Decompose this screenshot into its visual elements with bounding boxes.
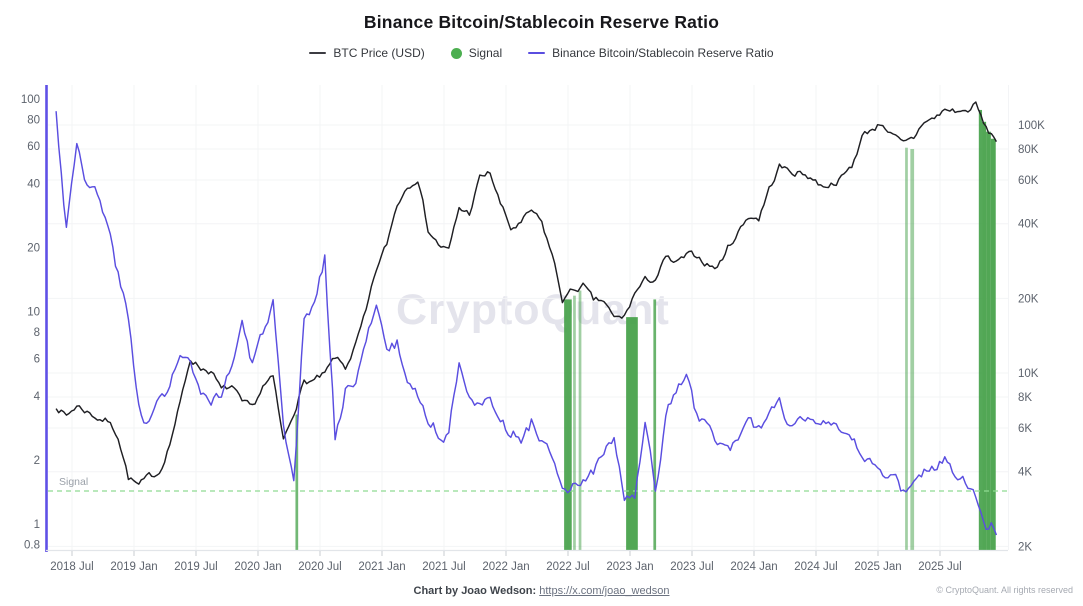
axis-tick-label: 8K	[1018, 392, 1032, 404]
axis-tick-label: 60K	[1018, 175, 1039, 187]
axis-tick-label: 0.8	[24, 540, 40, 552]
cryptoquant-watermark: CryptoQuant	[396, 286, 670, 334]
copyright-text: © CryptoQuant. All rights reserved	[936, 585, 1073, 595]
axis-tick-label: 6	[34, 354, 40, 366]
axis-tick-label: 1	[34, 519, 40, 531]
legend-item-signal[interactable]: Signal	[450, 46, 503, 60]
signal-band	[578, 290, 582, 550]
axis-tick-label: 20	[27, 242, 40, 254]
axis-tick-label: 2020 Jan	[234, 561, 281, 573]
axis-tick-label: 40	[27, 178, 40, 190]
btc-line-swatch-icon	[309, 51, 327, 55]
signal-band	[905, 147, 908, 550]
credit-text: Chart by Joao Wedson:	[413, 585, 537, 597]
chart-legend: BTC Price (USD) Signal Binance Bitcoin/S…	[0, 46, 1083, 60]
axis-tick-label: 2020 Jul	[298, 561, 341, 573]
axis-tick-label: 20K	[1018, 293, 1039, 305]
page-title: Binance Bitcoin/Stablecoin Reserve Ratio	[363, 12, 720, 32]
axis-tick-label: 80	[27, 114, 40, 126]
axis-tick-label: 4	[34, 391, 41, 403]
signal-band	[982, 121, 987, 550]
axis-tick-label: 2023 Jan	[606, 561, 653, 573]
axis-tick-label: 2025 Jul	[918, 561, 961, 573]
signal-band	[653, 299, 657, 550]
axis-tick-label: 2021 Jan	[358, 561, 405, 573]
signal-band	[910, 149, 915, 550]
legend-label-ratio: Binance Bitcoin/Stablecoin Reserve Ratio	[552, 46, 774, 60]
signal-line-label: Signal	[59, 476, 89, 488]
axis-tick-label: 4K	[1018, 467, 1032, 479]
axis-tick-label: 2024 Jan	[730, 561, 777, 573]
signal-band	[990, 138, 996, 550]
axis-tick-label: 2021 Jul	[422, 561, 465, 573]
author-link[interactable]: https://x.com/joao_wedson	[539, 585, 670, 597]
ratio-line-swatch-icon	[528, 51, 546, 55]
signal-dot-icon	[450, 47, 462, 59]
axis-tick-label: 40K	[1018, 219, 1039, 231]
reserve-ratio-line	[55, 111, 998, 536]
axis-tick-label: 100	[21, 94, 40, 106]
axis-tick-label: 2025 Jan	[854, 561, 901, 573]
signal-band	[978, 109, 983, 551]
legend-item-btc-price[interactable]: BTC Price (USD)	[309, 46, 425, 60]
btc-price-line	[55, 101, 998, 485]
legend-label-btc: BTC Price (USD)	[333, 46, 425, 60]
axis-tick-label: 2022 Jul	[546, 561, 589, 573]
axis-tick-label: 2K	[1018, 541, 1032, 553]
signal-band	[564, 299, 572, 550]
axis-tick-label: 6K	[1018, 423, 1032, 435]
axis-tick-label: 8	[34, 327, 40, 339]
signal-band	[295, 414, 299, 550]
axis-tick-label: 2018 Jul	[50, 561, 93, 573]
legend-item-ratio[interactable]: Binance Bitcoin/Stablecoin Reserve Ratio	[528, 46, 774, 60]
axis-tick-label: 2022 Jan	[482, 561, 529, 573]
signal-band	[573, 295, 576, 550]
signal-band	[986, 131, 991, 550]
axis-tick-label: 60	[27, 141, 40, 153]
axis-tick-label: 2023 Jul	[670, 561, 713, 573]
axis-tick-label: 100K	[1018, 120, 1045, 132]
axis-tick-label: 2	[34, 455, 40, 467]
axis-tick-label: 10K	[1018, 368, 1039, 380]
axis-tick-label: 80K	[1018, 144, 1039, 156]
axis-tick-label: 10	[27, 306, 40, 318]
axis-tick-label: 2019 Jul	[174, 561, 217, 573]
footer-credit: Chart by Joao Wedson: https://x.com/joao…	[0, 585, 1083, 597]
legend-label-signal: Signal	[468, 46, 503, 60]
axis-tick-label: 2019 Jan	[110, 561, 157, 573]
signal-band	[626, 317, 638, 550]
axis-tick-label: 2024 Jul	[794, 561, 837, 573]
